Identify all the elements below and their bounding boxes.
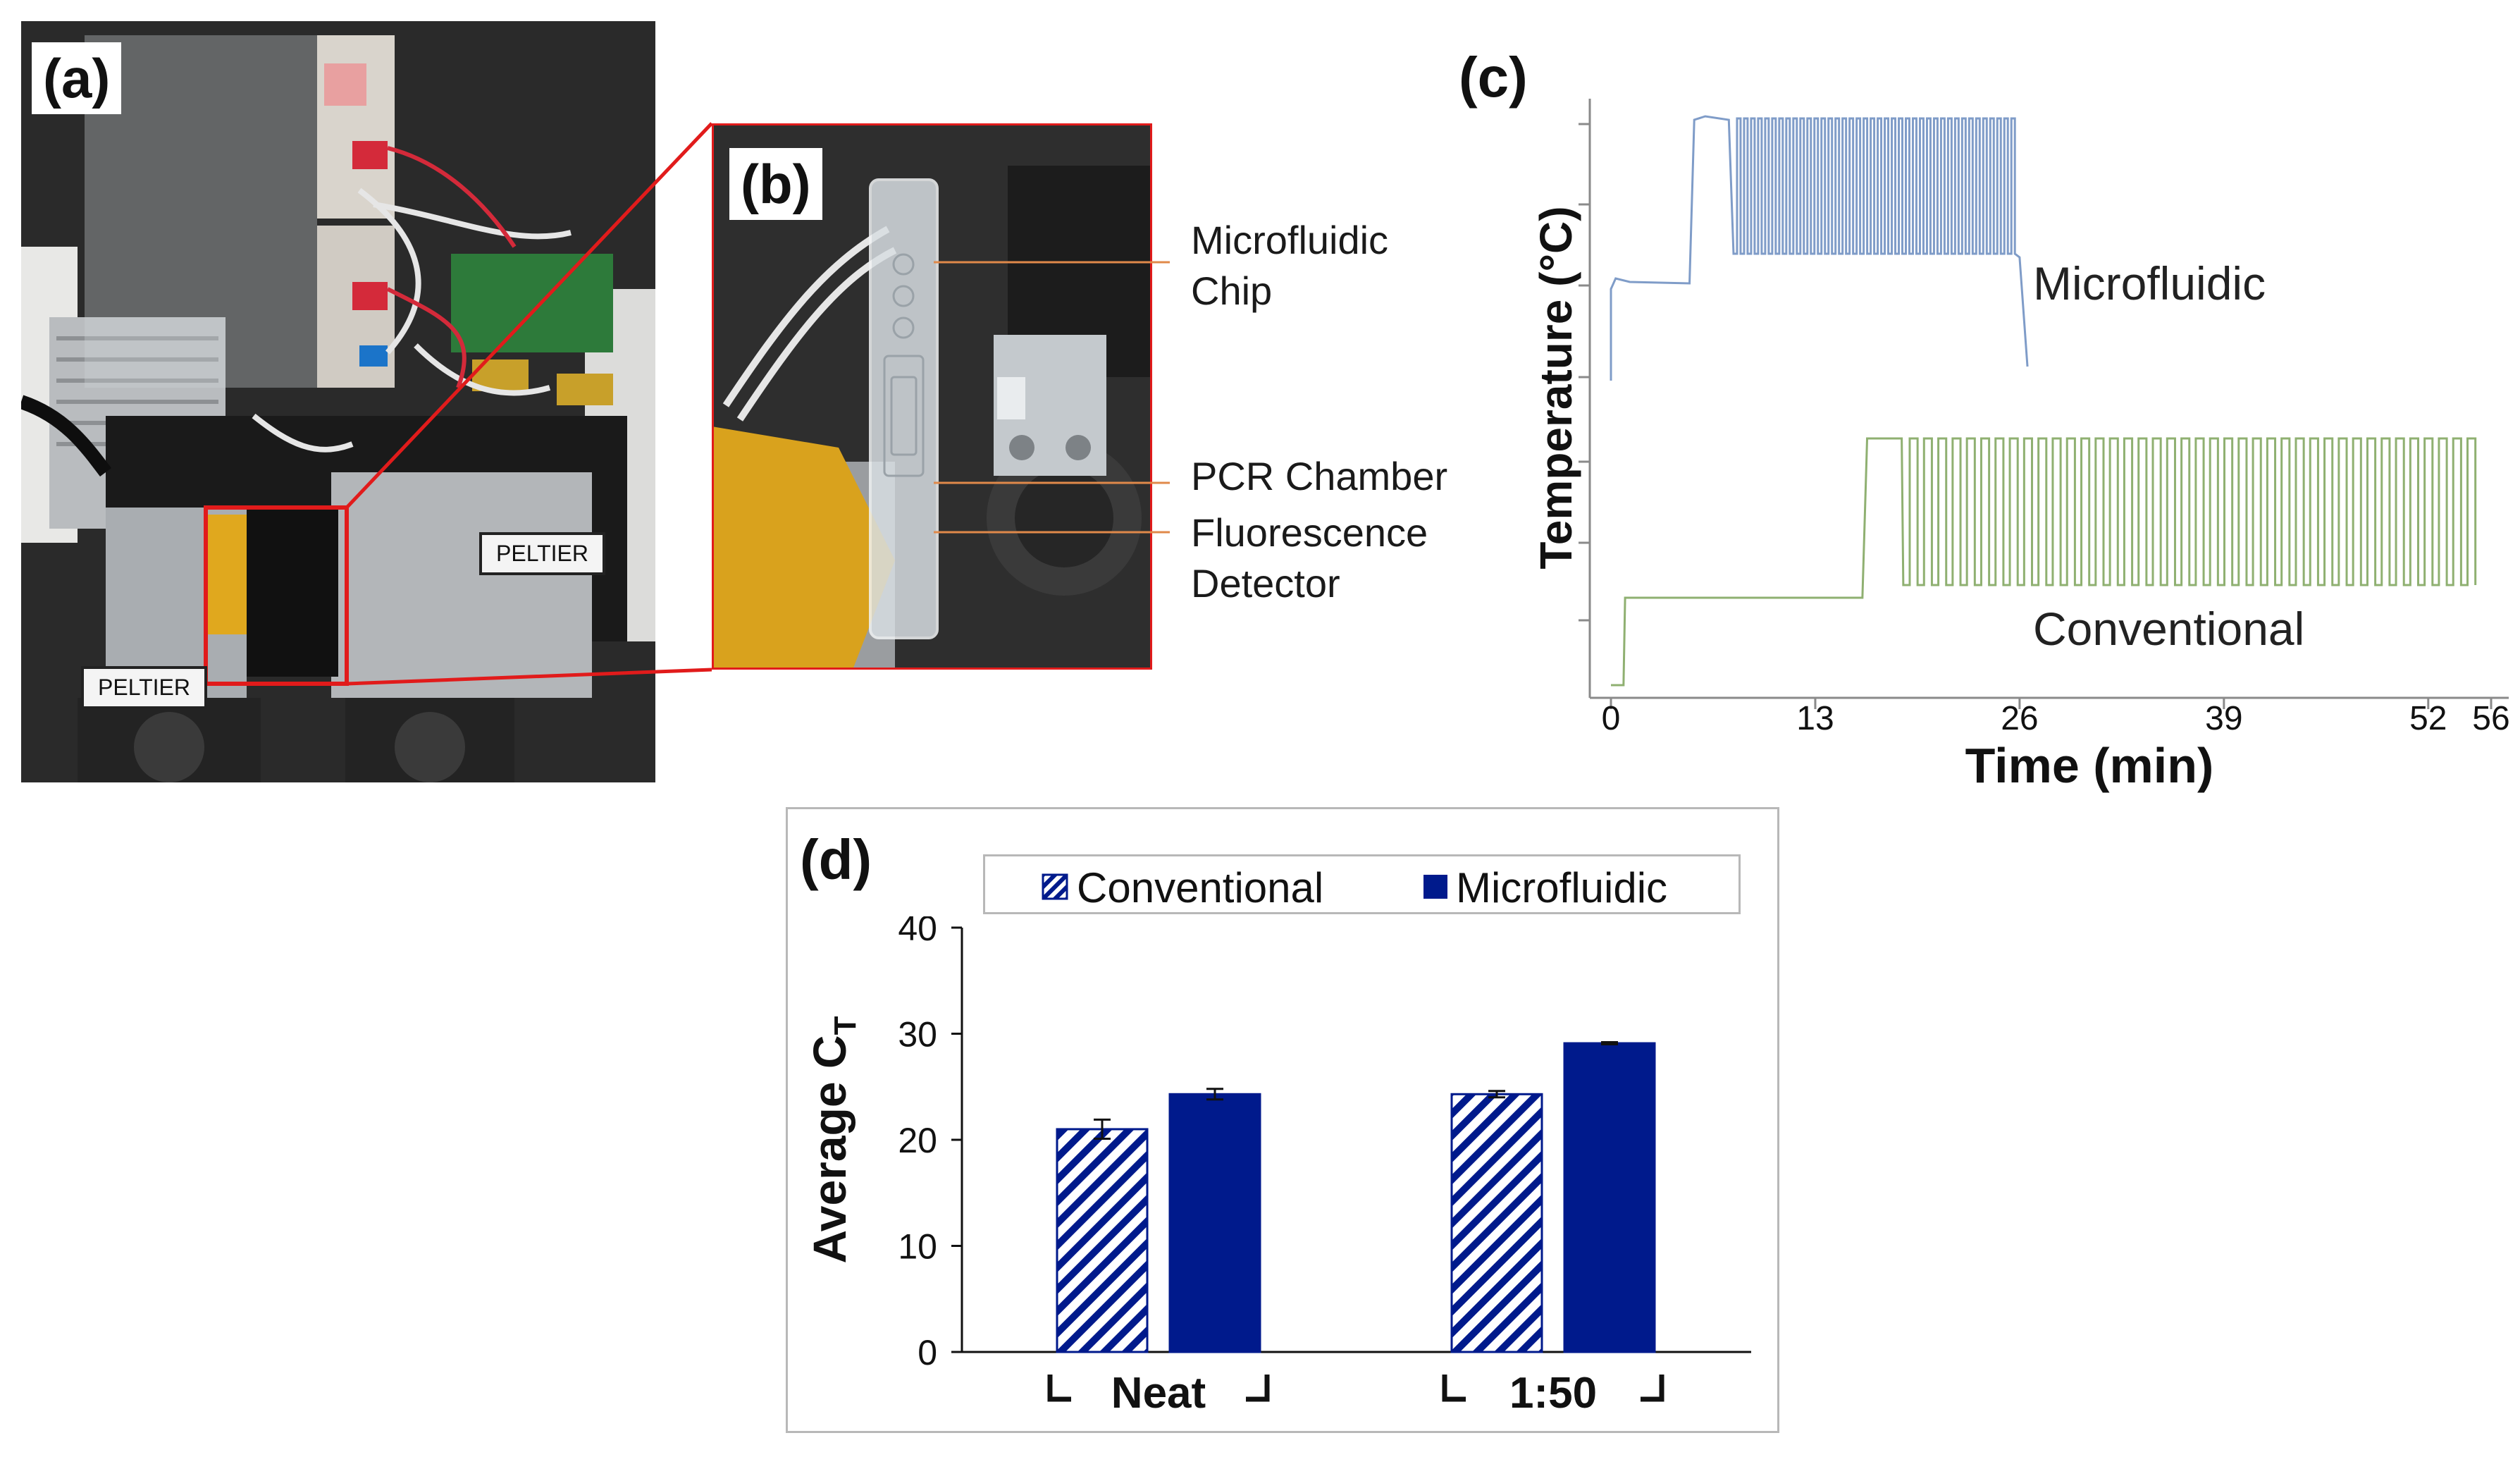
bar-chart-legend: Conventional Microfluidic — [983, 854, 1741, 914]
temp-x-tick-label-0: 0 — [1602, 700, 1621, 737]
category-bracket-1 — [1442, 1375, 1664, 1402]
series-label-microfluidic: Microfluidic — [2033, 257, 2266, 309]
series-label-conventional: Conventional — [2033, 603, 2304, 655]
bar-chart-y-tick-labels: 0 10 20 30 40 — [898, 916, 937, 1372]
legend-swatch-microfluidic — [1423, 875, 1447, 899]
error-bar-microfluidic-1 — [1601, 1041, 1618, 1046]
bar-chart-error-bars — [1094, 1041, 1618, 1140]
panel-d-label: (d) — [800, 828, 872, 891]
callout-pcr-chamber: PCR Chamber — [1191, 454, 1448, 498]
panel-b-label: (b) — [729, 148, 822, 220]
legend-swatch-conventional — [1042, 873, 1068, 900]
temp-chart-x-ticks — [1610, 698, 2493, 709]
bar-y-tick-label-2: 20 — [898, 1121, 937, 1160]
bar-conventional-1 — [1450, 1093, 1543, 1353]
temp-chart-x-axis-label: Time (min) — [1965, 738, 2214, 793]
error-bar-conventional-0 — [1094, 1118, 1111, 1140]
callout-microfluidic-chip: Microfluidic Chip — [1191, 215, 1388, 316]
category-bracket-0 — [1047, 1375, 1270, 1402]
category-label-1: 1:50 — [1509, 1369, 1597, 1418]
bar-y-tick-label-4: 40 — [898, 916, 937, 948]
temp-chart-x-tick-labels: 0 13 26 39 52 56 — [1602, 700, 2509, 737]
panel-a-label: (a) — [32, 42, 122, 114]
bar-y-tick-label-3: 30 — [898, 1015, 937, 1055]
bar-y-tick-label-0: 0 — [918, 1333, 937, 1372]
temp-chart-y-ticks — [1579, 123, 1590, 622]
error-bar-conventional-1 — [1488, 1090, 1505, 1099]
panel-c-label: (c) — [1459, 46, 1528, 109]
temp-x-tick-label-4: 52 — [2409, 700, 2447, 737]
bar-chart-y-axis-label: Average CT — [803, 1016, 863, 1263]
legend-label-microfluidic: Microfluidic — [1456, 864, 1668, 911]
series-line-microfluidic — [1610, 115, 2029, 381]
category-label-0: Neat — [1111, 1369, 1206, 1418]
temp-chart-y-axis-label: Temperature (°C) — [1531, 206, 1581, 569]
bar-chart-category-labels: Neat 1:50 — [1111, 1369, 1597, 1418]
hardware-photo-illustration — [18, 21, 655, 782]
temp-x-tick-label-5: 56 — [2472, 700, 2509, 737]
panel-a-photo — [18, 21, 655, 782]
y-axis-label-subscript: T — [828, 1016, 863, 1035]
callout-detector-line-1: Fluorescence — [1191, 510, 1428, 555]
series-line-conventional — [1611, 437, 2477, 687]
peltier-tag-left: PELTIER — [81, 666, 207, 709]
temp-x-tick-label-2: 26 — [2001, 700, 2038, 737]
y-axis-label-main: Average C — [803, 1035, 856, 1263]
legend-label-conventional: Conventional — [1077, 864, 1324, 911]
temperature-chart: 0 13 26 39 52 56 Microfluidic Conventional Ti… — [1531, 99, 2509, 793]
bar-conventional-0 — [1056, 1128, 1149, 1353]
zoom-frame — [712, 123, 1152, 670]
callout-detector-line-2: Detector — [1191, 561, 1340, 605]
temp-x-tick-label-3: 39 — [2205, 700, 2242, 737]
panel-d-frame — [786, 807, 1779, 1433]
error-bar-microfluidic-0 — [1206, 1088, 1223, 1101]
bar-chart-y-ticks — [951, 926, 962, 1353]
callout-fluorescence-detector: Fluorescence Detector — [1191, 508, 1428, 609]
bar-chart-bars — [1056, 1042, 1656, 1353]
bar-y-tick-label-1: 10 — [898, 1227, 937, 1267]
bar-chart-category-brackets — [1047, 1375, 1664, 1402]
ct-bar-chart: 0 10 20 30 40 Neat 1:50 Average CT — [803, 916, 1751, 1418]
temp-x-tick-label-1: 13 — [1796, 700, 1834, 737]
highlight-box — [204, 505, 349, 686]
peltier-tag-right: PELTIER — [479, 532, 605, 575]
callout-chip-line-2: Chip — [1191, 269, 1273, 313]
bar-microfluidic-1 — [1563, 1042, 1656, 1353]
callout-chip-line-1: Microfluidic — [1191, 218, 1389, 262]
bar-microfluidic-0 — [1168, 1093, 1261, 1353]
